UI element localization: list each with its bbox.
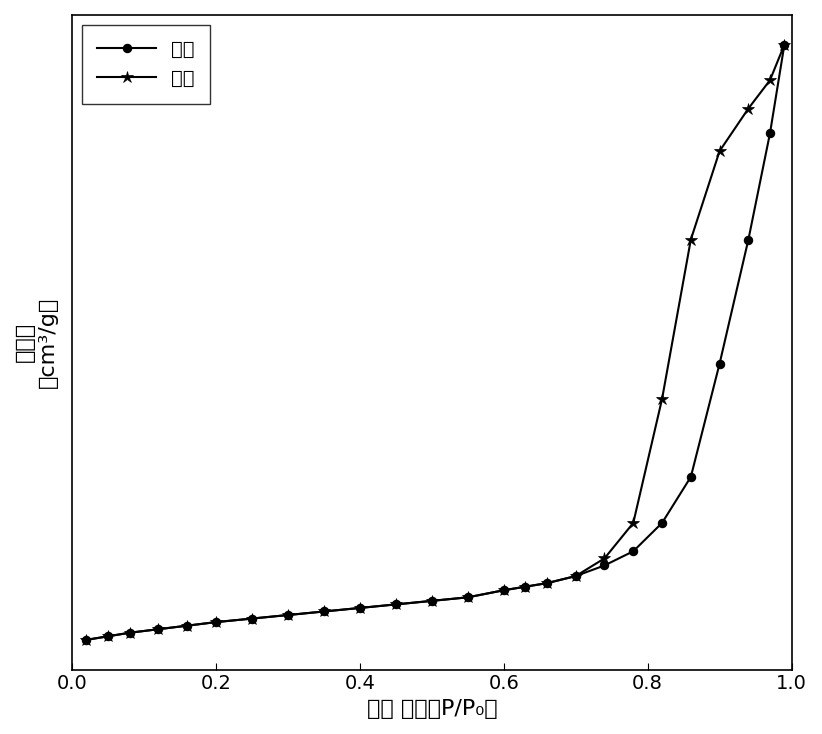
- 脱附: [779, 40, 789, 49]
- 吸附: [779, 40, 789, 49]
- X-axis label: 相对 压力（P/P₀）: 相对 压力（P/P₀）: [367, 699, 497, 719]
- 脱附: [283, 611, 293, 619]
- 脱附: [154, 625, 164, 633]
- Line: 脱附: 脱附: [81, 38, 791, 646]
- 吸附: [391, 600, 401, 608]
- 脱附: [103, 632, 113, 641]
- Legend: 吸附, 脱附: 吸附, 脱附: [82, 25, 210, 103]
- 吸附: [283, 611, 293, 619]
- Line: 吸附: 吸附: [82, 40, 788, 644]
- 吸附: [520, 582, 530, 591]
- 吸附: [247, 614, 257, 623]
- 吸附: [211, 618, 221, 627]
- 吸附: [103, 632, 113, 641]
- 吸附: [125, 628, 135, 637]
- 吸附: [686, 473, 695, 482]
- 脱附: [714, 147, 724, 156]
- 脱附: [657, 395, 667, 404]
- 吸附: [714, 359, 724, 368]
- 脱附: [743, 104, 753, 113]
- 脱附: [570, 572, 580, 581]
- 脱附: [81, 636, 91, 644]
- 脱附: [499, 586, 509, 595]
- 吸附: [154, 625, 164, 633]
- 吸附: [599, 561, 609, 570]
- 吸附: [628, 547, 638, 556]
- 脱附: [182, 621, 192, 630]
- Y-axis label: 吸附量
（cm³/g）: 吸附量 （cm³/g）: [15, 297, 58, 388]
- 脱附: [211, 618, 221, 627]
- 脱附: [355, 603, 365, 612]
- 脱附: [520, 582, 530, 591]
- 吸附: [570, 572, 580, 581]
- 脱附: [599, 554, 609, 563]
- 吸附: [657, 518, 667, 527]
- 吸附: [463, 593, 473, 602]
- 脱附: [463, 593, 473, 602]
- 吸附: [743, 235, 753, 244]
- 吸附: [182, 621, 192, 630]
- 吸附: [427, 597, 436, 606]
- 脱附: [628, 518, 638, 527]
- 吸附: [81, 636, 91, 644]
- 吸附: [765, 129, 775, 138]
- 吸附: [355, 603, 365, 612]
- 脱附: [319, 607, 329, 616]
- 脱附: [247, 614, 257, 623]
- 吸附: [319, 607, 329, 616]
- 脱附: [391, 600, 401, 608]
- 脱附: [125, 628, 135, 637]
- 脱附: [686, 235, 695, 244]
- 吸附: [499, 586, 509, 595]
- 脱附: [765, 76, 775, 84]
- 脱附: [427, 597, 436, 606]
- 脱附: [542, 578, 552, 587]
- 吸附: [542, 578, 552, 587]
